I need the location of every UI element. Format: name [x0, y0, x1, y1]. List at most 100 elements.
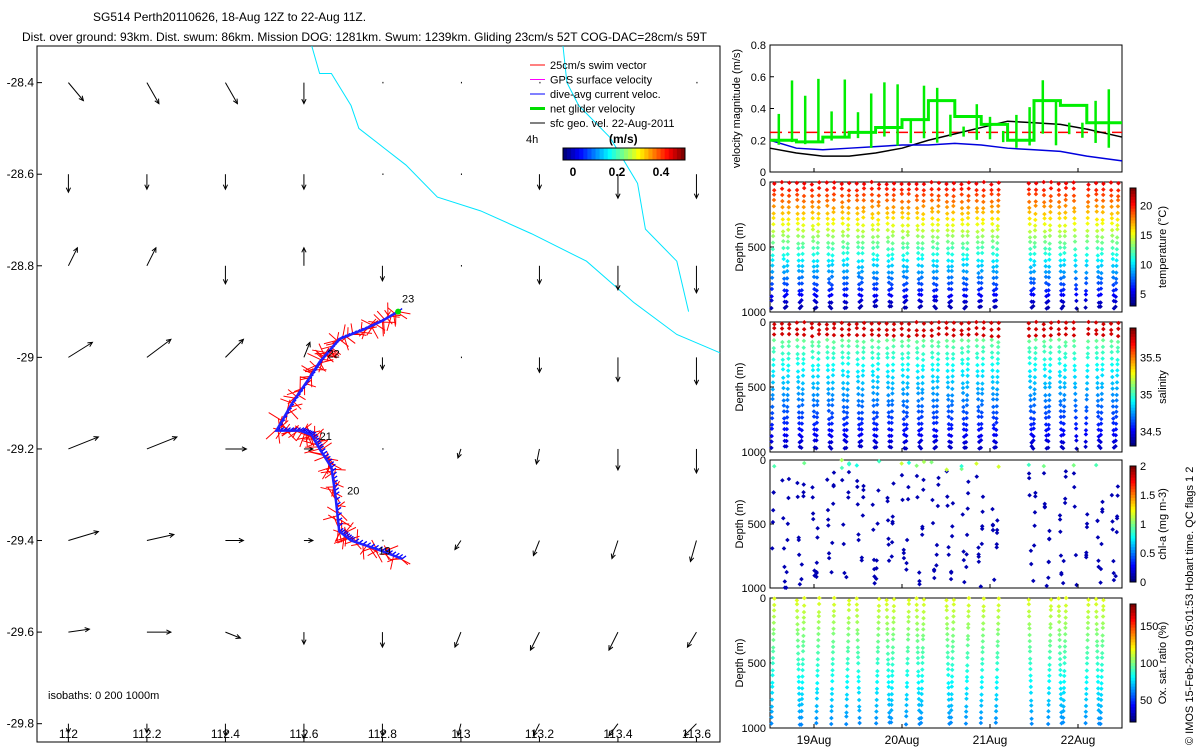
current-vector — [225, 338, 245, 358]
chla-colorbar-segment — [1130, 497, 1136, 502]
current-vector — [529, 631, 540, 652]
velocity-ytick-label: 0.4 — [751, 104, 766, 116]
oxygen-colorbar-segment — [1130, 701, 1136, 705]
chla-colorbar-segment — [1130, 561, 1136, 566]
colorbar-segment — [644, 148, 649, 160]
chla-colorbar-segment — [1130, 480, 1136, 484]
salinity-colorbar-segment — [1130, 360, 1136, 364]
day-label: 23 — [402, 293, 414, 305]
current-vector — [379, 632, 386, 649]
salinity-colorbar-segment — [1130, 363, 1136, 367]
colorbar-segment — [628, 148, 633, 160]
chla-colorbar-segment — [1130, 524, 1136, 528]
colorbar-segment — [676, 148, 682, 160]
temperature-colorbar-segment — [1130, 300, 1136, 304]
chla-colorbar-tick-label: 1.5 — [1140, 490, 1155, 502]
current-vector — [146, 629, 173, 635]
current-vector — [68, 627, 91, 633]
chla-colorbar-segment — [1130, 553, 1136, 557]
temperature-colorbar-segment — [1130, 297, 1136, 301]
salinity-colorbar-segment — [1130, 443, 1136, 447]
colorbar-segment — [591, 148, 597, 160]
colorbar-segment — [571, 148, 576, 160]
current-vector — [693, 357, 700, 386]
salinity-colorbar-tick-label: 35 — [1140, 389, 1152, 401]
chla-colorbar-tick-label: 2 — [1140, 461, 1146, 473]
time-xtick-label: 22Aug — [1061, 733, 1096, 747]
current-vector — [301, 246, 307, 266]
current-vector — [222, 174, 229, 191]
chla-colorbar-label: chl-a (mg m-3) — [1157, 488, 1169, 560]
colorbar-segment — [587, 148, 592, 160]
chla-colorbar-segment — [1130, 471, 1136, 476]
title-line-1: SG514 Perth20110626, 18-Aug 12Z to 22-Au… — [93, 10, 367, 24]
legend-note: 4h — [526, 134, 538, 146]
colorbar-segment — [599, 148, 605, 160]
salinity-colorbar-segment — [1130, 328, 1136, 332]
colorbar-tick-label: 0 — [570, 165, 577, 179]
oxygen-colorbar-tick-label: 150 — [1140, 621, 1158, 633]
legend-entry: dive-avg current veloc. — [550, 89, 661, 101]
chla-colorbar-segment — [1130, 495, 1136, 499]
chla-colorbar-segment — [1130, 474, 1136, 479]
colorbar-segment — [656, 148, 662, 160]
chla-colorbar-segment — [1130, 500, 1136, 505]
salinity-colorbar-frame — [1129, 327, 1137, 447]
oxygen-colorbar-segment — [1130, 683, 1136, 688]
colorbar-segment — [607, 148, 613, 160]
chla-ytick-label: 1000 — [742, 583, 766, 595]
chla-colorbar-segment — [1130, 573, 1136, 577]
current-vector — [689, 540, 697, 563]
salinity-colorbar-segment — [1130, 378, 1136, 382]
current-vector — [303, 341, 311, 358]
salinity-colorbar-segment — [1130, 392, 1136, 397]
oxygen-colorbar-segment — [1130, 668, 1136, 673]
map-ytick-label: -29.6 — [7, 625, 35, 639]
current-vector — [536, 174, 543, 191]
oxygen-colorbar-frame — [1129, 603, 1137, 723]
colorbar-segment — [648, 148, 653, 160]
colorbar-segment — [672, 148, 678, 160]
temperature-colorbar-segment — [1130, 188, 1136, 192]
colorbar-segment — [575, 148, 580, 160]
colorbar-segment — [640, 148, 645, 160]
salinity-colorbar-segment — [1130, 413, 1136, 417]
oxygen-colorbar-segment — [1130, 707, 1136, 711]
current-vector — [301, 723, 307, 740]
oxygen-colorbar-segment — [1130, 704, 1136, 708]
colorbar-segment — [579, 148, 584, 160]
salinity-colorbar-segment — [1130, 351, 1136, 356]
chla-points — [770, 457, 1121, 591]
map-xtick-label: 113.4 — [603, 727, 632, 741]
chla-colorbar-segment — [1130, 466, 1136, 470]
colorbar-segment — [595, 148, 601, 160]
oxygen-colorbar-segment — [1130, 692, 1136, 696]
current-vector — [225, 631, 242, 639]
velocity-series-line — [770, 99, 1122, 144]
current-vector — [683, 723, 697, 737]
chla-colorbar-segment — [1130, 532, 1136, 537]
oxygen-colorbar-segment — [1130, 651, 1136, 655]
oxygen-ytick-label: 500 — [748, 658, 766, 670]
chla-colorbar-segment — [1130, 541, 1136, 545]
chla-colorbar-segment — [1130, 535, 1136, 539]
colorbar-segment — [615, 148, 621, 160]
track-end-marker — [395, 308, 402, 315]
salinity-colorbar-segment — [1130, 348, 1136, 353]
colorbar-segment — [563, 148, 568, 160]
temperature-colorbar-segment — [1130, 199, 1136, 204]
oxygen-colorbar-segment — [1130, 648, 1136, 652]
chla-colorbar-tick-label: 0 — [1140, 577, 1146, 589]
oxygen-ylabel: Depth (m) — [734, 639, 746, 688]
salinity-colorbar-segment — [1130, 407, 1136, 412]
chla-colorbar-segment — [1130, 529, 1136, 534]
current-vector — [536, 357, 543, 374]
map-xtick-label: 113 — [451, 727, 470, 741]
oxygen-colorbar-segment — [1130, 633, 1136, 637]
temperature-colorbar-segment — [1130, 223, 1136, 227]
chla-colorbar-segment — [1130, 564, 1136, 568]
salinity-colorbar-segment — [1130, 387, 1136, 391]
current-vector — [68, 530, 100, 542]
legend-entry: 25cm/s swim vector — [550, 60, 647, 72]
map-axes-box — [36, 45, 721, 743]
